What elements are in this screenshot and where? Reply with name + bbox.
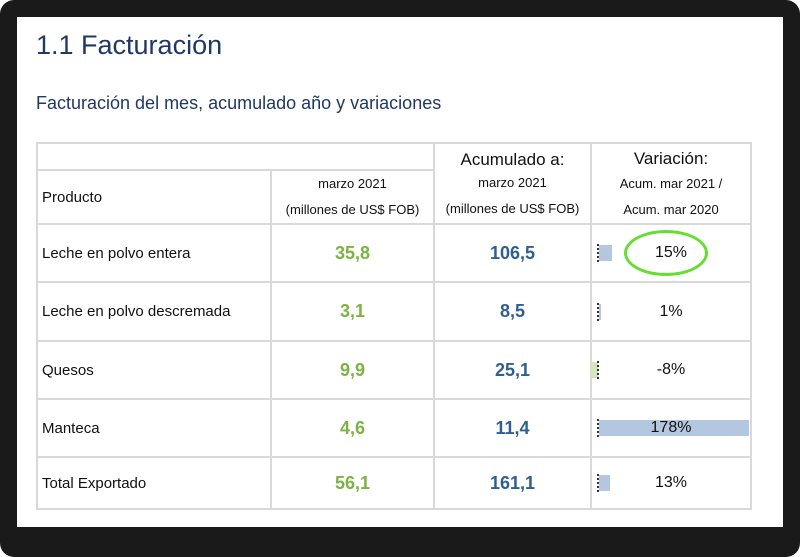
month-value: 56,1	[270, 456, 435, 510]
variation-bar	[599, 303, 601, 320]
variation-value: -8%	[656, 361, 686, 378]
header-acum-title: Acumulado a:	[460, 149, 565, 169]
header-month-period: marzo 2021	[318, 176, 387, 191]
variation-bar	[599, 420, 749, 436]
acum-value: 106,5	[433, 223, 592, 283]
month-value: 3,1	[270, 281, 435, 342]
variation-value: 1%	[659, 302, 683, 320]
header-var-line2: Acum. mar 2020	[623, 201, 719, 217]
bar-axis	[597, 361, 601, 379]
header-row: Producto marzo 2021 (millones de US$ FOB…	[36, 169, 751, 225]
table-row: Quesos 9,9 25,1 -8%	[36, 340, 752, 400]
variation-bar	[599, 245, 612, 261]
bar-axis	[597, 302, 601, 321]
billing-table: Acumulado a: marzo 2021 (millones de US$…	[36, 142, 752, 510]
product-name: Leche en polvo entera	[36, 223, 272, 283]
variation-bar	[591, 362, 598, 378]
table-row: Total Exportado 56,1 161,1 13%	[36, 456, 752, 510]
section-title: 1.1 Facturación	[36, 30, 223, 60]
header-month-unit: (millones de US$ FOB)	[285, 202, 420, 217]
bar-axis	[597, 419, 601, 437]
variation-value: 178%	[650, 419, 692, 436]
variation-bar	[599, 475, 610, 491]
variation-value: 13%	[654, 474, 688, 491]
highlight-circle	[624, 230, 708, 276]
header-month: marzo 2021 (millones de US$ FOB)	[270, 169, 435, 225]
variation-value: 15%	[654, 244, 688, 261]
variation-cell: 15%	[590, 223, 752, 283]
acum-value: 11,4	[433, 398, 592, 458]
bar-axis	[597, 244, 601, 262]
table-row: Manteca 4,6 11,4 178%	[36, 398, 752, 458]
header-empty	[36, 142, 435, 171]
table-row: Leche en polvo descremada 3,1 8,5 1%	[36, 281, 752, 342]
header-var-line1: Acum. mar 2021 /	[619, 175, 723, 191]
month-value: 35,8	[270, 223, 435, 283]
table-row: Leche en polvo entera 35,8 106,5 15%	[36, 223, 752, 283]
variation-cell: -8%	[590, 340, 752, 400]
product-name: Total Exportado	[36, 456, 272, 510]
variation-cell: 178%	[590, 398, 752, 458]
acum-value: 25,1	[433, 340, 592, 400]
product-name: Quesos	[36, 340, 272, 400]
header-var: Variación: Acum. mar 2021 / Acum. mar 20…	[590, 142, 752, 225]
variation-cell: 1%	[590, 281, 752, 342]
header-row-top: Acumulado a: marzo 2021 (millones de US$…	[36, 142, 752, 225]
header-acum-unit: (millones de US$ FOB)	[445, 200, 580, 216]
product-name: Manteca	[36, 398, 272, 458]
bar-axis	[597, 474, 601, 492]
product-name: Leche en polvo descremada	[36, 281, 272, 342]
month-value: 4,6	[270, 398, 435, 458]
variation-cell: 13%	[590, 456, 752, 510]
acum-value: 161,1	[433, 456, 592, 510]
header-var-title: Variación:	[633, 148, 709, 168]
month-value: 9,9	[270, 340, 435, 400]
header-acum-period: marzo 2021	[478, 174, 547, 190]
acum-value: 8,5	[433, 281, 592, 342]
header-acum: Acumulado a: marzo 2021 (millones de US$…	[433, 142, 592, 225]
section-subtitle: Facturación del mes, acumulado año y var…	[36, 93, 442, 113]
header-product: Producto	[36, 169, 272, 225]
